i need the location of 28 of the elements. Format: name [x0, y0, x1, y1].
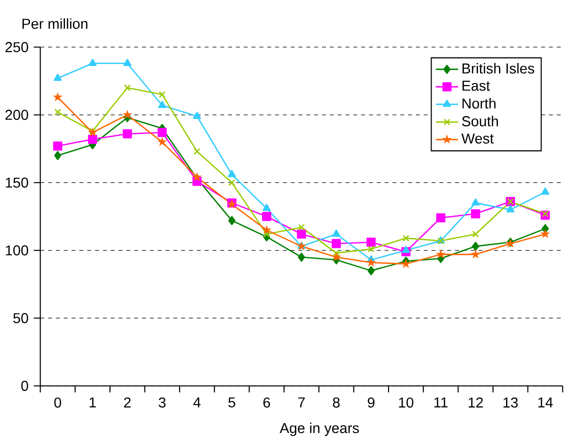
- x-tick-label: 10: [399, 398, 414, 408]
- x-tick-label: 5: [228, 398, 236, 408]
- x-tick-label: 12: [468, 398, 483, 408]
- x-tick-label: 13: [504, 398, 518, 408]
- x-tick-label: 11: [434, 398, 448, 408]
- y-axis-title: Per million: [22, 18, 88, 29]
- legend-label: East: [462, 80, 490, 91]
- y-tick-label: 150: [6, 178, 28, 188]
- x-axis-title: Age in years: [280, 422, 359, 436]
- y-tick-label: 50: [13, 313, 28, 324]
- x-tick-label: 2: [124, 398, 131, 408]
- legend-label: South: [462, 116, 498, 126]
- x-tick-label: 14: [538, 398, 553, 408]
- x-tick-label: 9: [368, 398, 374, 408]
- x-tick-label: 3: [158, 398, 166, 408]
- y-tick-label: 250: [5, 42, 28, 52]
- x-tick-label: 0: [54, 398, 62, 408]
- legend-label: British Isles: [462, 63, 534, 74]
- y-tick-label: 0: [21, 380, 28, 391]
- x-tick-label: 1: [90, 398, 96, 408]
- x-tick-label: 7: [298, 398, 305, 408]
- legend-label: North: [462, 98, 496, 109]
- x-tick-label: 8: [332, 398, 340, 408]
- y-tick-label: 100: [6, 245, 28, 256]
- x-tick-label: 4: [193, 398, 201, 408]
- y-tick-label: 200: [5, 110, 28, 120]
- legend-label: West: [461, 134, 494, 144]
- x-tick-label: 6: [263, 398, 270, 408]
